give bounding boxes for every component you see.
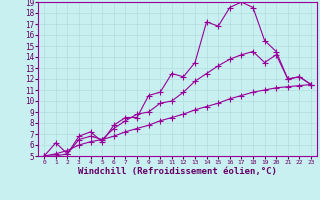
X-axis label: Windchill (Refroidissement éolien,°C): Windchill (Refroidissement éolien,°C) <box>78 167 277 176</box>
